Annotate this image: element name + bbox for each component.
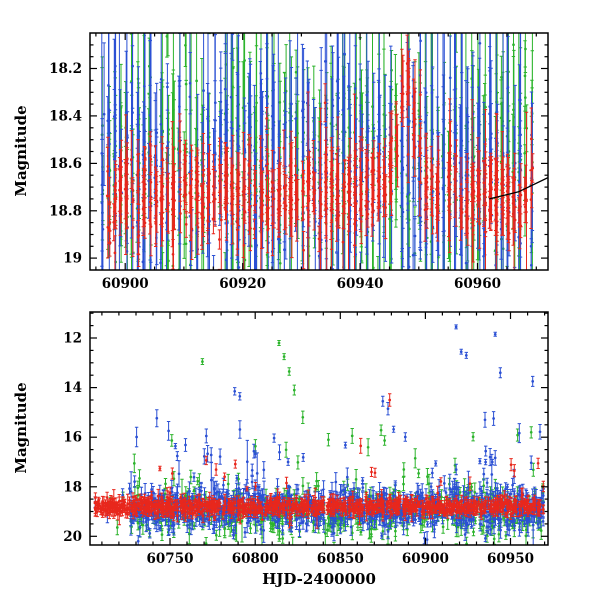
x-tick-label: 60800 — [232, 551, 279, 567]
top-panel-axes — [89, 32, 549, 271]
x-tick-label: 60900 — [402, 551, 449, 567]
y-tick-label: 18.8 — [49, 203, 82, 219]
bottom-panel-data — [93, 324, 546, 545]
x-axis-label: HJD-2400000 — [262, 570, 376, 588]
top-panel-tick-labels: 60900 60920 60940 60960 18.2 18.4 18.6 18.8 19 — [49, 61, 501, 292]
top-red-points — [106, 60, 535, 256]
top-model-line — [489, 177, 548, 200]
x-tick-label: 60850 — [317, 551, 364, 567]
x-tick-label: 60940 — [337, 276, 384, 292]
top-panel-data — [100, 33, 548, 270]
y-tick-label: 18 — [63, 479, 82, 495]
x-tick-label: 60950 — [487, 551, 534, 567]
x-tick-label: 60920 — [219, 276, 266, 292]
bottom-panel-axes — [89, 311, 549, 546]
y-tick-label: 12 — [63, 331, 82, 347]
y-tick-label: 18.4 — [49, 108, 82, 124]
x-tick-label: 60750 — [147, 551, 194, 567]
x-tick-label: 60900 — [102, 276, 149, 292]
bottom-red-points — [93, 398, 545, 520]
y-tick-label: 19 — [63, 251, 82, 267]
y-tick-label: 14 — [63, 380, 82, 396]
bottom-panel-ylabel: Magnitude — [12, 382, 30, 474]
top-panel-ylabel: Magnitude — [12, 105, 30, 197]
y-tick-label: 18.2 — [49, 61, 82, 77]
bottom-panel-tick-labels: 60750 60800 60850 60900 60950 12 14 16 18 20 — [63, 331, 534, 568]
y-tick-label: 16 — [63, 430, 82, 446]
x-tick-label: 60960 — [454, 276, 501, 292]
y-tick-label: 20 — [63, 529, 82, 545]
y-tick-label: 18.6 — [49, 156, 82, 172]
